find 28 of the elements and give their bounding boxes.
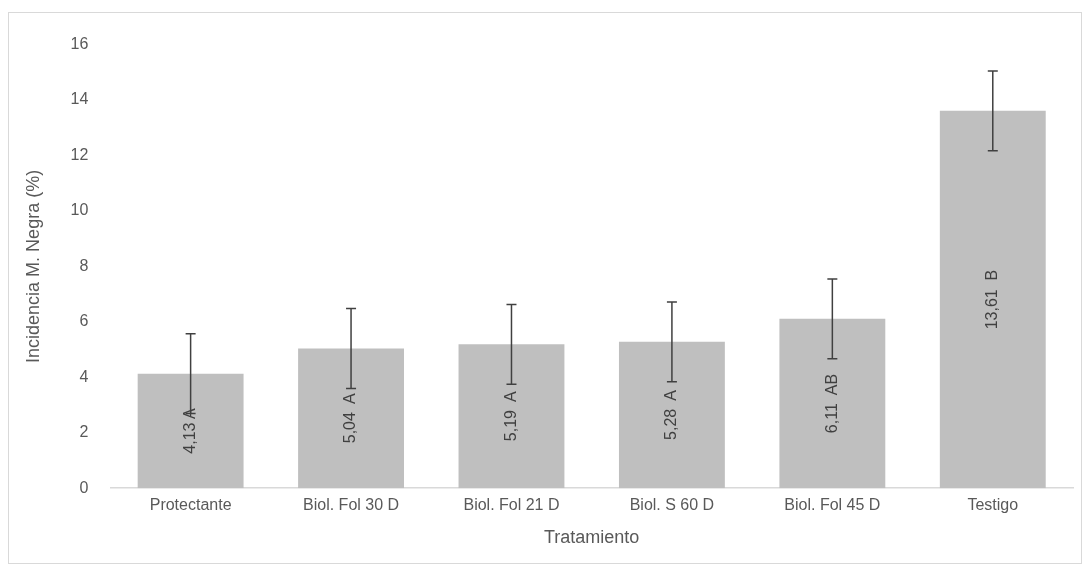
bar: [618, 341, 725, 489]
y-tick-label: 12: [70, 145, 89, 163]
bar: [939, 110, 1046, 489]
y-tick-label: 6: [79, 312, 89, 330]
x-tick-label: Protectante: [149, 496, 232, 514]
x-tick-label: Biol. Fol 30 D: [303, 496, 400, 514]
x-tick-label: Testigo: [967, 496, 1019, 514]
data-label: 6,11 AB: [822, 373, 840, 434]
y-tick-label: 8: [79, 256, 89, 274]
x-tick-label: Biol. Fol 45 D: [784, 496, 881, 514]
y-tick-label: 10: [70, 201, 89, 219]
y-axis-title: Incidencia M. Negra (%): [22, 169, 43, 363]
y-tick-label: 16: [70, 35, 89, 53]
x-axis-title: Tratamiento: [544, 527, 640, 548]
data-label: 5,28 A: [662, 389, 680, 440]
x-tick-label: Biol. Fol 21 D: [463, 496, 560, 514]
bar: [298, 348, 404, 489]
x-tick-label: Biol. S 60 D: [629, 496, 715, 514]
bar: [779, 318, 886, 489]
bar: [137, 373, 244, 489]
data-label: 13,61 B: [983, 269, 1001, 330]
y-tick-label: 14: [70, 90, 89, 108]
y-tick-label: 2: [79, 423, 89, 441]
data-label: 5,19 A: [501, 391, 519, 442]
bar: [458, 344, 565, 489]
y-tick-label: 0: [79, 478, 89, 496]
y-tick-label: 4: [79, 367, 89, 385]
data-label: 5,04 A: [341, 393, 359, 444]
